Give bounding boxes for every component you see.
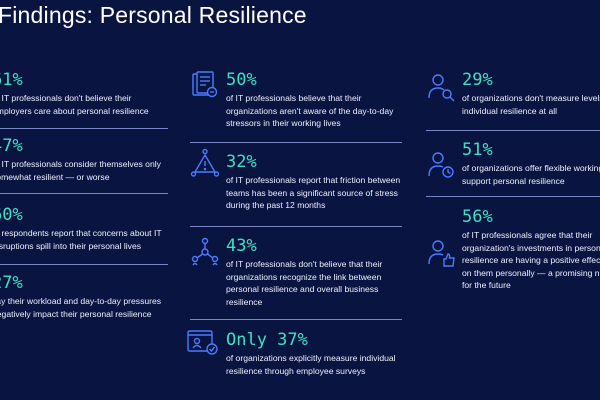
stat-value: 51% [462, 140, 493, 160]
stat-description: of IT professionals agree that their org… [462, 230, 600, 291]
stat-value: 50% [226, 70, 257, 90]
stat-item: 47% of IT professionals consider themsel… [0, 136, 168, 183]
stat-description: of IT professionals believe that their o… [226, 93, 394, 129]
stat-value: Only 37% [226, 330, 308, 350]
stat-item: 32% of IT professionals report that fric… [226, 152, 408, 212]
stat-description: of IT professionals report that friction… [226, 175, 401, 211]
stat-value: 47% [0, 136, 23, 156]
stat-item: 27% say their workload and day-to-day pr… [0, 273, 168, 320]
survey-check-icon [186, 327, 220, 357]
stat-item: Only 37% of organizations explicitly mea… [226, 330, 408, 377]
divider [0, 264, 168, 265]
stat-description: say their workload and day-to-day pressu… [0, 296, 162, 319]
team-warning-icon [190, 148, 220, 178]
divider [0, 193, 168, 194]
person-clock-icon [426, 150, 456, 180]
document-stack-icon [190, 70, 220, 100]
person-thumbs-up-icon [426, 238, 456, 268]
stat-description: of organizations offer flexible working … [462, 163, 600, 186]
divider [190, 319, 402, 320]
stat-description: of organizations don't measure levels of… [462, 93, 600, 116]
stat-item: 51% of organizations offer flexible work… [462, 140, 600, 187]
stat-description: of organizations explicitly measure indi… [226, 353, 396, 376]
stat-value: 61% [0, 70, 23, 90]
stat-item: 56% of IT professionals agree that their… [462, 207, 600, 292]
stat-value: 43% [226, 236, 257, 256]
stat-value: 27% [0, 273, 23, 293]
divider [0, 128, 168, 129]
stat-item: 61% of IT professionals don't believe th… [0, 70, 168, 117]
stat-description: of IT professionals don't believe that t… [226, 259, 383, 307]
stat-item: 50% of IT professionals believe that the… [226, 70, 408, 130]
network-people-icon [190, 237, 220, 267]
person-search-icon [426, 72, 456, 102]
stat-item: 29% of organizations don't measure level… [462, 70, 600, 117]
stat-value: 56% [462, 207, 493, 227]
stat-item: 60% of respondents report that concerns … [0, 205, 168, 252]
stat-description: of IT professionals consider themselves … [0, 159, 161, 182]
divider [426, 130, 600, 131]
divider [190, 142, 402, 143]
stat-value: 60% [0, 205, 23, 225]
stat-description: of respondents report that concerns abou… [0, 228, 162, 251]
stat-item: 43% of IT professionals don't believe th… [226, 236, 408, 308]
stat-value: 29% [462, 70, 493, 90]
page-title: Findings: Personal Resilience [0, 2, 307, 28]
stat-description: of IT professionals don't believe their … [0, 93, 149, 116]
divider [190, 226, 402, 227]
stat-value: 32% [226, 152, 257, 172]
divider [426, 196, 600, 197]
